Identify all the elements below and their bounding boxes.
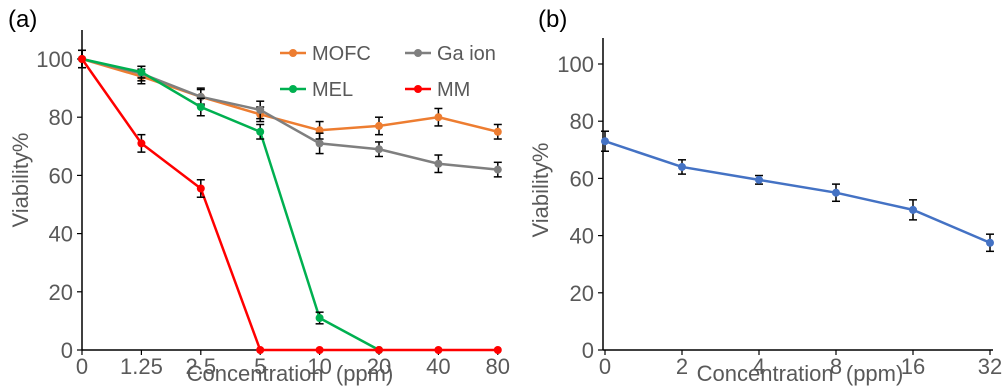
- x-tick-label: 2.5: [186, 354, 217, 379]
- x-tick-label: 0: [76, 354, 88, 379]
- data-point: [137, 68, 146, 77]
- x-tick-label: 8: [830, 354, 842, 379]
- legend-item: Ga ion: [405, 43, 496, 65]
- panel-a-legend: MOFC Ga ion MEL MM: [280, 43, 496, 101]
- legend-label: MOFC: [312, 43, 371, 65]
- y-tick-label: 40: [570, 224, 594, 249]
- panel-b-y-axis-title: Viability%: [528, 143, 553, 238]
- legend-label: Ga ion: [437, 43, 496, 65]
- data-point: [315, 139, 324, 148]
- legend-marker: [289, 49, 297, 57]
- data-point: [137, 139, 146, 148]
- data-point: [909, 205, 917, 214]
- legend-marker: [414, 85, 422, 93]
- x-tick-label: 2: [676, 354, 688, 379]
- series-line: [604, 140, 991, 244]
- x-tick-label: 4: [753, 354, 765, 379]
- y-tick-label: 100: [557, 52, 594, 77]
- x-tick-label: 20: [367, 354, 391, 379]
- x-tick-label: 80: [486, 354, 510, 379]
- data-point: [678, 162, 686, 171]
- data-point: [196, 103, 205, 112]
- data-point: [375, 121, 383, 130]
- data-point: [755, 175, 763, 184]
- data-point: [256, 127, 265, 136]
- series-mm: [78, 49, 502, 354]
- data-point: [256, 346, 265, 354]
- data-point: [493, 346, 502, 354]
- data-point: [196, 184, 205, 193]
- legend-marker: [289, 85, 297, 93]
- y-tick-label: 20: [570, 281, 594, 306]
- data-point: [434, 113, 443, 122]
- chart-panel-b: (b) Concentration (ppm) Viability% 02040…: [528, 6, 1002, 386]
- data-point: [434, 159, 443, 168]
- x-tick-label: 0: [599, 354, 611, 379]
- series-line: [81, 57, 380, 352]
- x-tick-label: 32: [978, 354, 1002, 379]
- legend-marker: [414, 49, 422, 57]
- y-tick-label: 20: [49, 280, 73, 305]
- data-point: [315, 346, 324, 354]
- y-tick-label: 80: [49, 105, 73, 130]
- y-tick-label: 60: [570, 166, 594, 191]
- legend-item: MOFC: [280, 43, 371, 65]
- data-point: [493, 165, 502, 174]
- y-tick-label: 80: [570, 109, 594, 134]
- panel-a-x-axis-title: Concentration (ppm): [187, 361, 394, 386]
- legend-label: MEL: [312, 79, 353, 101]
- x-tick-label: 5: [254, 354, 266, 379]
- data-point: [493, 127, 502, 136]
- data-point: [256, 105, 265, 114]
- series-0: [601, 130, 994, 253]
- y-tick-label: 0: [582, 338, 594, 363]
- panel-a-label: (a): [8, 6, 37, 33]
- series-line: [80, 58, 498, 352]
- series-line: [81, 57, 499, 133]
- x-tick-label: 10: [307, 354, 331, 379]
- y-tick-label: 100: [36, 47, 73, 72]
- legend-label: MM: [437, 79, 470, 101]
- data-point: [375, 346, 383, 354]
- data-point: [601, 137, 609, 146]
- data-point: [832, 188, 840, 197]
- chart-panel-a: (a) Concentration (ppm) Viability% 0 20 40…: [8, 6, 510, 386]
- data-point: [315, 313, 324, 322]
- data-point: [375, 145, 383, 154]
- legend-item: MEL: [280, 79, 353, 101]
- y-tick-label: 0: [61, 338, 73, 363]
- y-tick-label: 60: [49, 163, 73, 188]
- panel-b-label: (b): [538, 6, 567, 33]
- data-point: [78, 55, 86, 63]
- data-point: [315, 126, 324, 135]
- x-tick-label: 16: [901, 354, 925, 379]
- legend-item: MM: [405, 79, 470, 101]
- y-tick-label: 40: [49, 222, 73, 247]
- x-tick-label: 1.25: [120, 354, 163, 379]
- data-point: [434, 346, 443, 354]
- panel-b-x-axis-title: Concentration (ppm): [697, 361, 904, 386]
- data-point: [986, 238, 994, 247]
- panel-a-y-axis-title: Viability%: [8, 133, 33, 228]
- x-tick-label: 40: [426, 354, 450, 379]
